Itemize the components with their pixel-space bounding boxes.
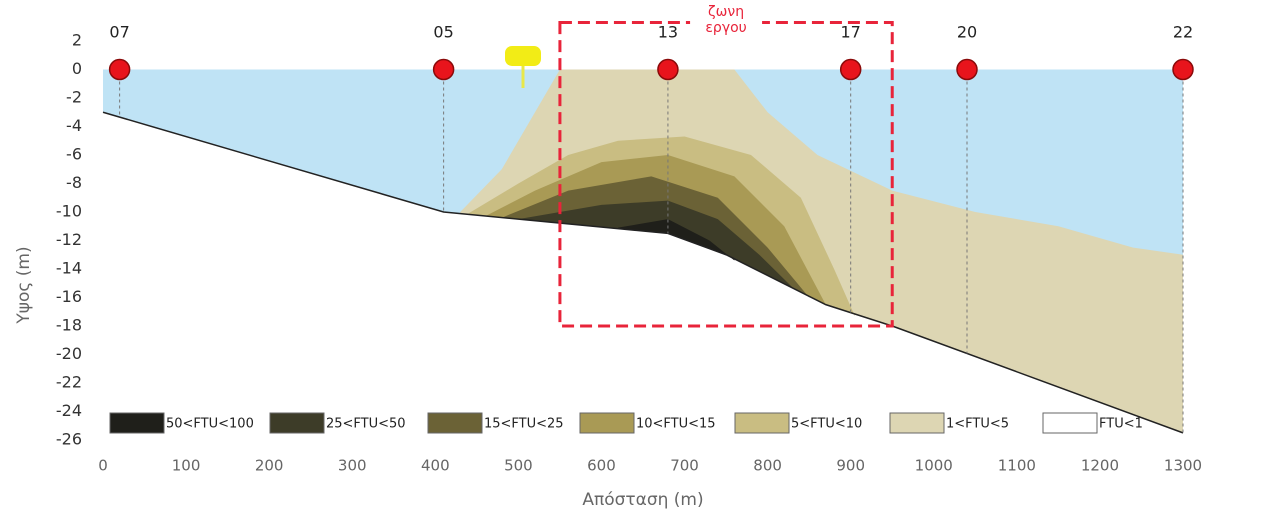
y-tick-label: -12 bbox=[56, 230, 82, 249]
buoy bbox=[505, 46, 541, 88]
y-tick-label: -18 bbox=[56, 316, 82, 335]
y-tick-label: -24 bbox=[56, 401, 82, 420]
y-axis-label: Υψος (m) bbox=[14, 246, 34, 324]
y-tick-label: -2 bbox=[66, 88, 82, 107]
station-label: 07 bbox=[109, 23, 129, 42]
turbidity-layer bbox=[618, 219, 735, 261]
zone-label: ζωνη bbox=[708, 4, 744, 20]
y-tick-label: -20 bbox=[56, 344, 82, 363]
turbidity-layer bbox=[518, 200, 793, 288]
legend-label: 25<FTU<50 bbox=[326, 417, 406, 432]
station-marker bbox=[432, 58, 455, 81]
buoy-body bbox=[505, 46, 541, 66]
legend-swatch bbox=[427, 412, 483, 434]
y-tick-label: -8 bbox=[66, 173, 82, 192]
y-tick-label: -22 bbox=[56, 373, 82, 392]
zone-label: εργου bbox=[705, 20, 746, 36]
legend-label: 10<FTU<15 bbox=[636, 417, 716, 432]
legend-swatch bbox=[109, 412, 165, 434]
x-tick-label: 700 bbox=[670, 457, 699, 475]
legend-swatch bbox=[579, 412, 635, 434]
x-tick-label: 900 bbox=[836, 457, 865, 475]
seabed-line bbox=[102, 111, 1184, 434]
x-tick-label: 300 bbox=[338, 457, 367, 475]
station-label: 22 bbox=[1173, 23, 1193, 42]
zone-label-bg bbox=[690, 18, 763, 27]
water bbox=[103, 69, 1183, 433]
y-tick-label: -4 bbox=[66, 116, 82, 135]
y-tick-label: -6 bbox=[66, 145, 82, 164]
x-tick-label: 800 bbox=[753, 457, 782, 475]
x-tick-label: 400 bbox=[421, 457, 450, 475]
legend-swatch bbox=[1042, 412, 1098, 434]
station-marker bbox=[839, 58, 862, 81]
x-tick-label: 0 bbox=[98, 457, 108, 475]
legend-swatch bbox=[269, 412, 325, 434]
station-marker bbox=[657, 58, 679, 81]
legend-label: 5<FTU<10 bbox=[791, 417, 862, 432]
station-label: 17 bbox=[841, 23, 861, 42]
station-label: 20 bbox=[957, 23, 977, 42]
turbidity-layer bbox=[501, 176, 810, 298]
legend-label: FTU<1 bbox=[1099, 417, 1143, 432]
x-tick-label: 1000 bbox=[915, 457, 953, 475]
y-tick-label: 0 bbox=[72, 59, 82, 78]
x-axis-label: Απόσταση (m) bbox=[582, 490, 703, 510]
legend-swatch bbox=[889, 412, 945, 434]
y-tick-label: -14 bbox=[56, 259, 82, 278]
station-marker bbox=[1172, 58, 1194, 81]
station-label: 05 bbox=[433, 23, 453, 42]
y-tick-label: 2 bbox=[72, 31, 82, 50]
x-tick-label: 1200 bbox=[1081, 457, 1119, 475]
legend-label: 50<FTU<100 bbox=[166, 417, 254, 432]
x-tick-label: 1100 bbox=[998, 457, 1036, 475]
y-tick-label: -16 bbox=[56, 287, 82, 306]
station-label: 13 bbox=[658, 23, 678, 42]
legend-swatch bbox=[734, 412, 790, 434]
x-tick-label: 100 bbox=[172, 457, 201, 475]
y-tick-label: -26 bbox=[56, 430, 82, 449]
x-tick-label: 600 bbox=[587, 457, 616, 475]
x-tick-label: 500 bbox=[504, 457, 533, 475]
station-marker bbox=[108, 58, 131, 81]
legend-label: 1<FTU<5 bbox=[946, 417, 1009, 432]
y-tick-label: -10 bbox=[56, 202, 82, 221]
x-tick-label: 200 bbox=[255, 457, 284, 475]
legend-label: 15<FTU<25 bbox=[484, 417, 564, 432]
x-tick-label: 1300 bbox=[1164, 457, 1202, 475]
station-marker bbox=[956, 58, 978, 81]
